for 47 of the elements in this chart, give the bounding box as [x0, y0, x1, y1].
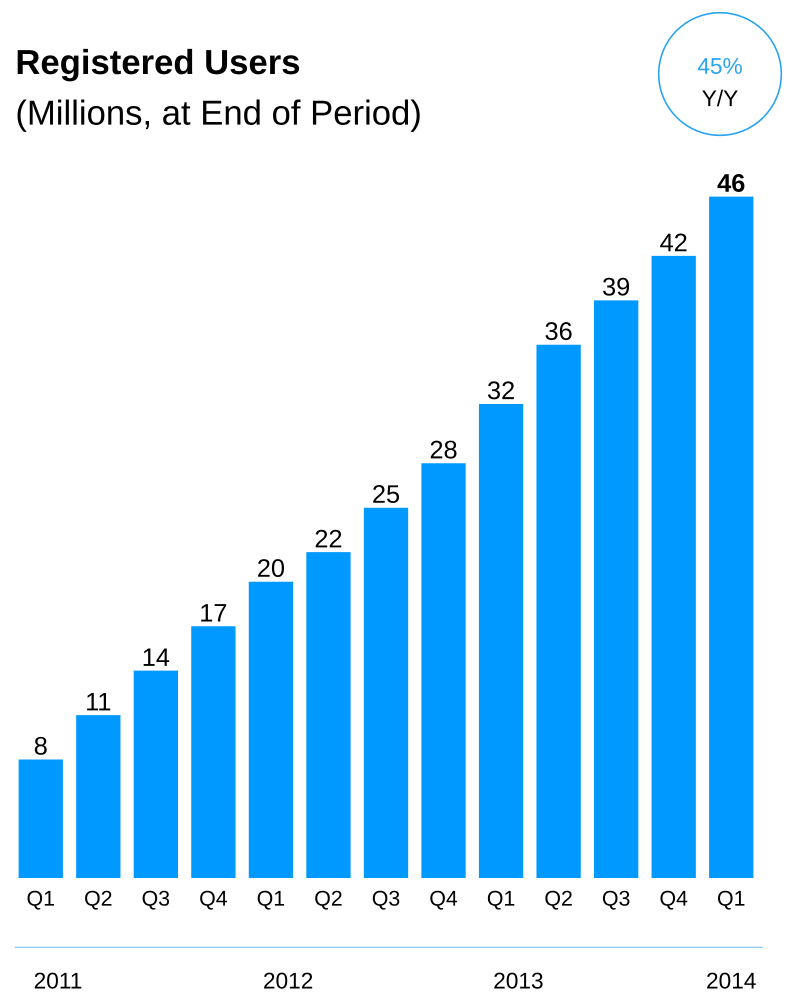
x-tick-label: Q2: [545, 890, 572, 910]
x-tick-label: Q2: [315, 890, 342, 910]
x-tick-label: Q2: [85, 890, 112, 910]
bar: [134, 670, 178, 878]
data-label: 14: [144, 648, 170, 666]
text: 2014: [707, 972, 756, 989]
chart-subtitle: (Millions, at End of Period): [18, 100, 420, 132]
data-label: 20: [258, 559, 284, 578]
text: 2013: [494, 972, 543, 989]
bar: [76, 715, 120, 878]
data-label: 46: [718, 174, 744, 192]
bar: [421, 463, 466, 878]
bar: [652, 256, 696, 878]
bar: [594, 300, 638, 878]
data-label: 28: [430, 440, 457, 459]
data-label: 36: [545, 322, 572, 340]
bar: [536, 344, 581, 878]
x-tick-label: Q4: [430, 890, 458, 910]
data-label: 22: [316, 530, 342, 548]
data-label: 25: [373, 485, 400, 503]
x-tick-label: Q4: [660, 890, 688, 910]
data-label: 32: [488, 381, 514, 400]
bar: [18, 760, 63, 878]
bar: [364, 508, 408, 878]
chart-title: Registered Users: [18, 48, 300, 82]
bar: [306, 552, 351, 878]
data-label: 42: [660, 234, 687, 252]
data-label: 17: [201, 604, 226, 622]
text: 45%: [698, 58, 742, 74]
bar: [478, 404, 524, 878]
text: 2012: [264, 972, 312, 989]
data-label: 39: [603, 278, 630, 296]
bar: [191, 626, 236, 878]
text: 2011: [34, 972, 82, 989]
x-tick-label: Q4: [200, 890, 227, 910]
x-tick-label: Q1: [258, 890, 284, 910]
x-tick-label: Q3: [602, 890, 630, 910]
x-tick-label: Q1: [28, 890, 54, 910]
x-tick-label: Q1: [488, 890, 514, 910]
text: Y/Y: [702, 90, 738, 106]
x-tick-label: Q1: [718, 890, 744, 910]
bar: [248, 582, 294, 878]
data-label: 8: [34, 736, 47, 755]
x-tick-label: Q3: [372, 890, 400, 910]
x-tick-label: Q3: [142, 890, 170, 910]
data-label: 11: [87, 692, 110, 710]
bar: [709, 196, 754, 878]
